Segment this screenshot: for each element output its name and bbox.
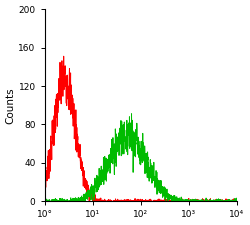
Y-axis label: Counts: Counts [6, 87, 16, 124]
